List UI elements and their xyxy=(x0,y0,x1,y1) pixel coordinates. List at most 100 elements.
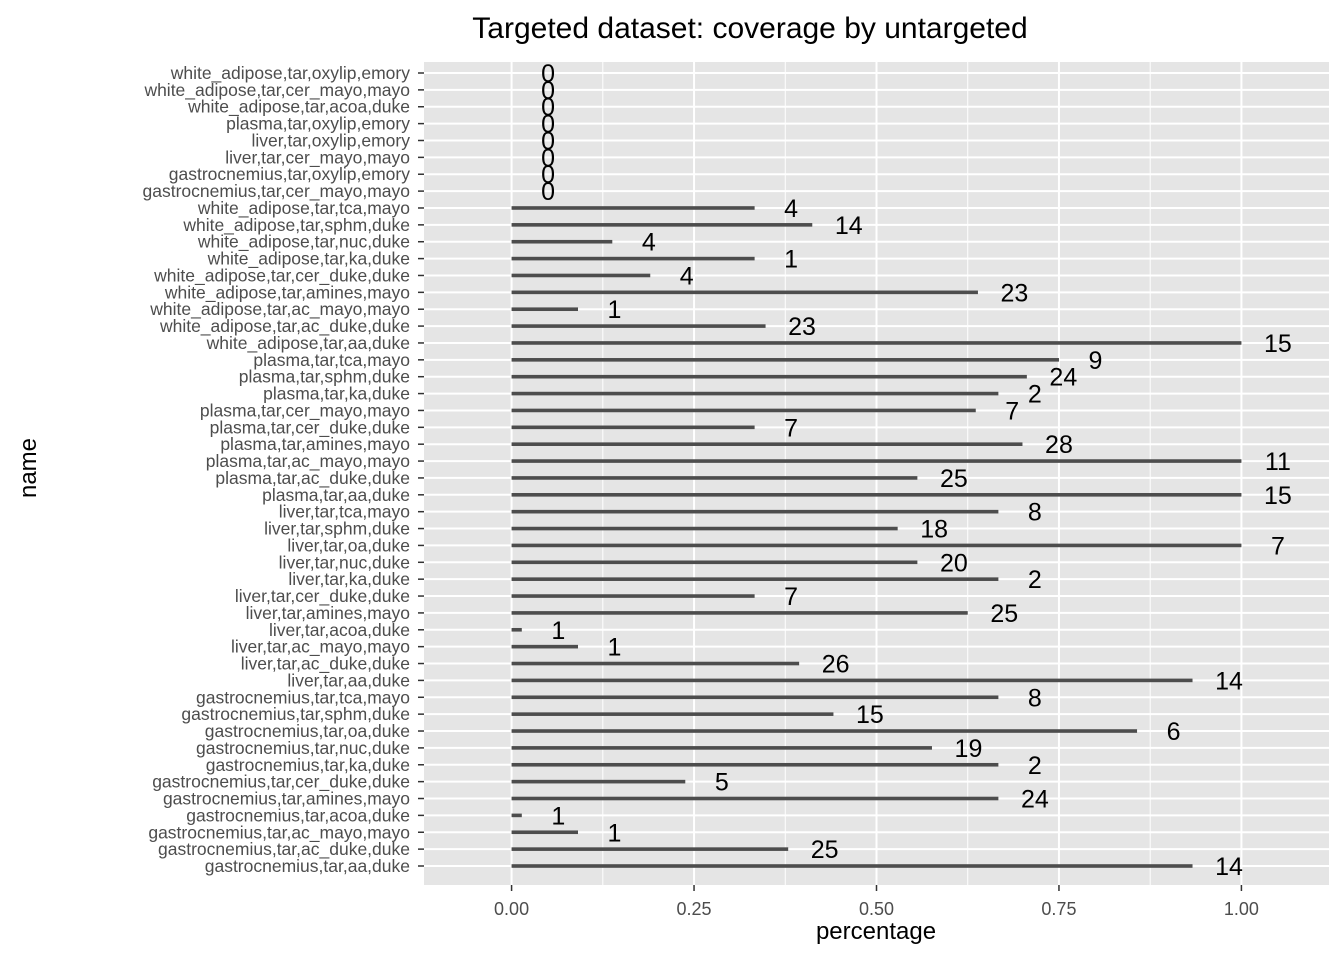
y-tick-label: gastrocnemius,tar,nuc,duke xyxy=(196,738,410,758)
data-label: 0 xyxy=(541,111,555,139)
y-tick-label: liver,tar,tca,mayo xyxy=(279,502,410,522)
y-tick-label: plasma,tar,oxylip,emory xyxy=(226,114,410,134)
bar xyxy=(511,729,1138,733)
data-label: 19 xyxy=(955,735,983,763)
bar xyxy=(511,391,999,396)
y-tick-label: liver,tar,oa,duke xyxy=(287,535,410,555)
data-label: 14 xyxy=(1215,853,1243,881)
y-tick-label: liver,tar,cer_duke,duke xyxy=(235,586,410,607)
bar xyxy=(511,830,578,835)
y-tick-label: plasma,tar,aa,duke xyxy=(262,485,410,505)
y-tick-label: liver,tar,cer_mayo,mayo xyxy=(225,147,410,168)
y-tick-label: gastrocnemius,tar,aa,duke xyxy=(205,856,410,876)
bar xyxy=(511,526,898,531)
bar xyxy=(511,509,999,514)
bar xyxy=(511,611,968,615)
data-label: 1 xyxy=(784,246,798,274)
data-label: 24 xyxy=(1021,786,1049,814)
bar xyxy=(511,324,766,328)
bar xyxy=(511,695,999,700)
chart-title: Targeted dataset: coverage by untargeted xyxy=(472,12,1027,45)
y-tick-label: white_adipose,tar,cer_duke,duke xyxy=(153,265,410,286)
data-label: 2 xyxy=(1028,566,1042,594)
x-axis: 0.00 0.25 0.50 0.75 1.00 xyxy=(494,885,1259,919)
y-axis-title: name xyxy=(15,438,42,498)
bar xyxy=(511,476,918,480)
y-tick-label: plasma,tar,tca,mayo xyxy=(253,350,410,370)
bar xyxy=(511,223,813,227)
y-tick-label: white_adipose,tar,ac_duke,duke xyxy=(159,316,410,337)
y-tick-label: plasma,tar,amines,mayo xyxy=(220,434,410,454)
data-label: 1 xyxy=(608,296,622,324)
data-label: 4 xyxy=(642,229,656,257)
data-label: 11 xyxy=(1265,448,1291,476)
data-label: 7 xyxy=(1271,532,1285,560)
bar xyxy=(511,239,613,244)
data-label: 8 xyxy=(1028,684,1042,712)
bar xyxy=(511,864,1193,868)
bar xyxy=(511,813,522,818)
x-tick-label: 0.75 xyxy=(1041,899,1076,919)
bar xyxy=(511,408,976,413)
data-label: 14 xyxy=(1215,667,1243,695)
y-tick-label: liver,tar,sphm,duke xyxy=(264,519,410,539)
bar xyxy=(511,594,755,598)
y-tick-label: liver,tar,oxylip,emory xyxy=(251,130,410,150)
y-tick-label: white_adipose,tar,cer_mayo,mayo xyxy=(143,80,410,101)
bar xyxy=(511,290,978,295)
y-tick-label: liver,tar,ac_mayo,mayo xyxy=(231,637,410,658)
bar xyxy=(511,712,834,716)
bar xyxy=(511,307,578,312)
data-label: 15 xyxy=(856,701,884,729)
y-tick-label: white_adipose,tar,ka,duke xyxy=(207,249,410,270)
data-label: 0 xyxy=(541,144,555,172)
bar xyxy=(511,678,1193,683)
data-label: 24 xyxy=(1049,364,1077,392)
y-tick-label: white_adipose,tar,aa,duke xyxy=(206,333,410,354)
bar xyxy=(511,425,755,430)
bar xyxy=(511,341,1242,345)
bar xyxy=(511,358,1059,362)
bar xyxy=(511,256,755,261)
y-tick-label: white_adipose,tar,oxylip,emory xyxy=(170,63,411,84)
y-tick-label: gastrocnemius,tar,acoa,duke xyxy=(186,805,410,825)
x-tick-label: 0.50 xyxy=(859,899,894,919)
data-label: 7 xyxy=(784,414,798,442)
bar xyxy=(511,661,800,666)
x-axis-title: percentage xyxy=(816,918,936,945)
data-label: 18 xyxy=(920,516,948,544)
y-tick-label: white_adipose,tar,amines,mayo xyxy=(164,282,410,303)
y-tick-label: plasma,tar,sphm,duke xyxy=(239,367,410,387)
data-label: 15 xyxy=(1264,482,1292,510)
bar xyxy=(511,847,789,851)
data-label: 28 xyxy=(1045,431,1073,459)
data-label: 7 xyxy=(784,583,798,611)
data-label: 2 xyxy=(1028,752,1042,780)
bar xyxy=(511,543,1242,548)
data-label: 0 xyxy=(541,77,555,105)
y-tick-label: white_adipose,tar,nuc,duke xyxy=(197,232,410,253)
data-label: 20 xyxy=(940,549,968,577)
data-label: 1 xyxy=(551,802,565,830)
bar xyxy=(511,493,1242,497)
y-tick-label: gastrocnemius,tar,cer_mayo,mayo xyxy=(143,181,410,202)
data-label: 0 xyxy=(541,60,555,88)
bar xyxy=(511,762,999,767)
data-label: 23 xyxy=(788,313,816,341)
data-label: 25 xyxy=(811,836,839,864)
bar xyxy=(511,796,999,801)
y-tick-label: gastrocnemius,tar,ac_mayo,mayo xyxy=(148,822,410,843)
data-label: 7 xyxy=(1005,397,1019,425)
data-label: 0 xyxy=(541,127,555,155)
y-tick-label: gastrocnemius,tar,sphm,duke xyxy=(181,704,410,724)
bar xyxy=(511,627,522,632)
data-label: 1 xyxy=(608,819,622,847)
data-label: 0 xyxy=(541,161,555,189)
y-tick-label: plasma,tar,cer_duke,duke xyxy=(210,417,410,438)
y-tick-label: white_adipose,tar,acoa,duke xyxy=(187,97,410,118)
data-label: 4 xyxy=(680,262,694,290)
data-label: 2 xyxy=(1028,381,1042,409)
y-tick-label: gastrocnemius,tar,ac_duke,duke xyxy=(158,839,410,860)
y-tick-label: white_adipose,tar,ac_mayo,mayo xyxy=(149,299,410,320)
